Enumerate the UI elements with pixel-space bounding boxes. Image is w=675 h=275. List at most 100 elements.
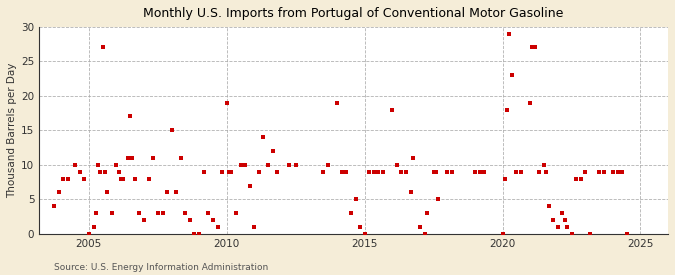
Point — [99, 170, 110, 174]
Point — [419, 232, 430, 236]
Point — [373, 170, 384, 174]
Point — [102, 190, 113, 195]
Point — [318, 170, 329, 174]
Point — [414, 225, 425, 229]
Point — [123, 156, 134, 160]
Point — [392, 163, 402, 167]
Point — [97, 45, 108, 50]
Point — [138, 218, 149, 222]
Point — [63, 177, 74, 181]
Point — [541, 170, 551, 174]
Point — [497, 232, 508, 236]
Point — [369, 170, 379, 174]
Point — [272, 170, 283, 174]
Point — [479, 170, 489, 174]
Point — [58, 177, 69, 181]
Point — [543, 204, 554, 208]
Point — [364, 170, 375, 174]
Point — [70, 163, 80, 167]
Point — [336, 170, 347, 174]
Point — [571, 177, 582, 181]
Point — [157, 211, 168, 215]
Point — [585, 232, 595, 236]
Point — [350, 197, 361, 202]
Point — [166, 128, 177, 133]
Point — [447, 170, 458, 174]
Point — [539, 163, 549, 167]
Point — [502, 107, 512, 112]
Point — [254, 170, 265, 174]
Y-axis label: Thousand Barrels per Day: Thousand Barrels per Day — [7, 63, 17, 198]
Point — [143, 177, 154, 181]
Point — [547, 218, 558, 222]
Point — [470, 170, 481, 174]
Point — [153, 211, 163, 215]
Point — [290, 163, 301, 167]
Point — [88, 225, 99, 229]
Point — [79, 177, 90, 181]
Point — [171, 190, 182, 195]
Point — [180, 211, 191, 215]
Point — [428, 170, 439, 174]
Point — [240, 163, 250, 167]
Point — [115, 177, 126, 181]
Point — [378, 170, 389, 174]
Point — [95, 170, 106, 174]
Point — [198, 170, 209, 174]
Point — [405, 190, 416, 195]
Point — [599, 170, 610, 174]
Point — [223, 170, 234, 174]
Point — [387, 107, 398, 112]
Point — [401, 170, 412, 174]
Point — [524, 100, 535, 105]
Point — [189, 232, 200, 236]
Point — [148, 156, 159, 160]
Point — [249, 225, 260, 229]
Point — [557, 211, 568, 215]
Point — [130, 177, 140, 181]
Point — [161, 190, 172, 195]
Point — [54, 190, 65, 195]
Title: Monthly U.S. Imports from Portugal of Conventional Motor Gasoline: Monthly U.S. Imports from Portugal of Co… — [144, 7, 564, 20]
Point — [506, 73, 517, 77]
Point — [258, 135, 269, 139]
Point — [575, 177, 586, 181]
Point — [580, 170, 591, 174]
Point — [612, 170, 623, 174]
Point — [534, 170, 545, 174]
Point — [500, 177, 510, 181]
Point — [527, 45, 538, 50]
Point — [562, 225, 572, 229]
Point — [134, 211, 144, 215]
Point — [107, 211, 117, 215]
Point — [212, 225, 223, 229]
Point — [113, 170, 124, 174]
Point — [92, 163, 103, 167]
Point — [208, 218, 219, 222]
Point — [475, 170, 485, 174]
Point — [84, 232, 95, 236]
Point — [267, 149, 278, 153]
Point — [221, 100, 232, 105]
Point — [244, 183, 255, 188]
Point — [49, 204, 60, 208]
Point — [194, 232, 205, 236]
Point — [230, 211, 241, 215]
Point — [284, 163, 294, 167]
Point — [516, 170, 526, 174]
Point — [226, 170, 237, 174]
Point — [346, 211, 356, 215]
Point — [341, 170, 352, 174]
Point — [263, 163, 273, 167]
Point — [111, 163, 122, 167]
Point — [125, 114, 136, 119]
Point — [323, 163, 333, 167]
Point — [504, 31, 515, 36]
Point — [331, 100, 342, 105]
Point — [442, 170, 453, 174]
Point — [552, 225, 563, 229]
Point — [529, 45, 540, 50]
Point — [176, 156, 186, 160]
Point — [127, 156, 138, 160]
Point — [408, 156, 418, 160]
